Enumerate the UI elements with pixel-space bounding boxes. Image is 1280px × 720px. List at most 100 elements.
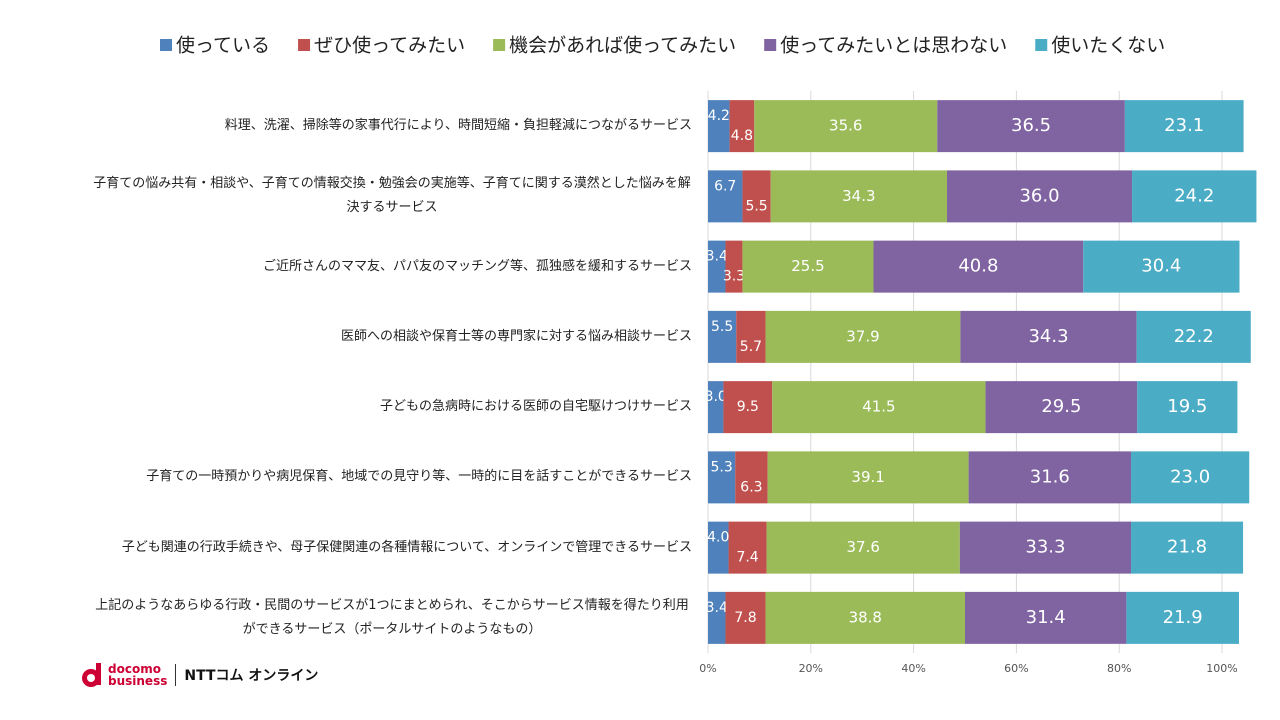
data-label: 37.6 xyxy=(847,538,880,556)
legend-swatch xyxy=(1035,39,1048,51)
category-text: 子育ての悩み共有・相談や、子育ての情報交換・勉強会の実施等、子育てに関する漠然と… xyxy=(93,176,691,216)
legend-swatch xyxy=(160,39,172,51)
bar-segment xyxy=(960,310,1137,363)
bar-segment xyxy=(708,451,736,504)
bar-segment xyxy=(708,591,726,644)
data-label: 30.4 xyxy=(1141,256,1181,277)
bar-segment xyxy=(728,521,767,574)
bar-segment xyxy=(735,451,768,504)
bar-segment xyxy=(968,451,1132,504)
bar-segment xyxy=(725,240,743,293)
x-tick-label: 40% xyxy=(901,662,925,675)
category-text: ご近所さんのママ友、パパ友のマッチング等、孤独感を緩和するサービス xyxy=(262,258,692,274)
category-text: 料理、洗濯、掃除等の家事代行により、時間短縮・負担軽減につながるサービス xyxy=(224,118,692,134)
category-text: 子ども関連の行政手続きや、母子保健関連の各種情報について、オンラインで管理できる… xyxy=(121,539,692,555)
data-label: 22.2 xyxy=(1174,326,1214,347)
category-text: 子育ての一時預かりや病児保育、地域での見守り等、一時的に目を話すことができるサー… xyxy=(146,469,692,485)
bar-segment xyxy=(772,381,986,434)
legend-swatch xyxy=(764,39,777,51)
category-label: 子ども関連の行政手続きや、母子保健関連の各種情報について、オンラインで管理できる… xyxy=(92,536,692,560)
category-label: 料理、洗濯、掃除等の家事代行により、時間短縮・負担軽減につながるサービス xyxy=(92,114,692,138)
bar-segment xyxy=(1124,100,1244,153)
category-label: 上記のようなあらゆる行政・民間のサービスが1つにまとめられ、そこからサービス情報… xyxy=(92,594,692,642)
data-label: 39.1 xyxy=(851,468,884,486)
data-label: 19.5 xyxy=(1167,396,1207,417)
data-label: 23.1 xyxy=(1164,115,1204,136)
data-label: 24.2 xyxy=(1174,185,1214,206)
data-label: 23.0 xyxy=(1170,466,1210,487)
data-label: 4.0 xyxy=(707,530,729,546)
bar-segment xyxy=(736,310,766,363)
bar-segment xyxy=(1131,451,1250,504)
category-label: 医師への相談や保育士等の専門家に対する悩み相談サービス xyxy=(92,325,692,349)
bar-segment xyxy=(708,100,730,153)
bar-segment xyxy=(1083,240,1240,293)
x-tick-label: 0% xyxy=(699,662,716,675)
data-label: 29.5 xyxy=(1041,396,1081,417)
legend-label: 使いたくない xyxy=(1051,35,1165,57)
brand-name: docomo xyxy=(108,662,161,676)
bar-segment xyxy=(708,170,743,223)
data-label: 4.8 xyxy=(731,128,753,144)
category-text: 子どもの急病時における医師の自宅駆けつけサービス xyxy=(379,399,692,415)
bar-segment xyxy=(708,381,724,434)
data-label: 34.3 xyxy=(842,187,875,205)
bar-segment xyxy=(708,521,729,574)
legend-swatch xyxy=(298,39,311,51)
data-label: 6.3 xyxy=(740,479,762,495)
data-label: 40.8 xyxy=(958,256,998,277)
data-label: 41.5 xyxy=(862,398,895,416)
data-label: 9.5 xyxy=(737,399,759,415)
data-label: 4.2 xyxy=(708,108,730,124)
category-label: 子育ての悩み共有・相談や、子育ての情報交換・勉強会の実施等、子育てに関する漠然と… xyxy=(92,172,692,220)
bar-segment xyxy=(725,591,766,644)
data-label: 5.5 xyxy=(711,319,733,335)
bar-segment xyxy=(765,310,961,363)
data-label: 34.3 xyxy=(1028,326,1068,347)
bar-segment xyxy=(723,381,773,434)
category-label: ご近所さんのママ友、パパ友のマッチング等、孤独感を緩和するサービス xyxy=(92,255,692,279)
bar-segment xyxy=(1137,381,1238,434)
x-tick-label: 60% xyxy=(1004,662,1028,675)
bar-segment xyxy=(708,240,726,293)
data-label: 5.3 xyxy=(710,459,732,475)
bar-segment xyxy=(1132,170,1257,223)
brand: docomo business xyxy=(108,663,167,687)
data-label: 37.9 xyxy=(846,327,879,345)
bar-segment xyxy=(729,100,755,153)
data-label: 33.3 xyxy=(1025,537,1065,558)
data-label: 25.5 xyxy=(791,257,824,275)
bar-segment xyxy=(985,381,1138,434)
bar-segment xyxy=(770,170,948,223)
bar-segment xyxy=(766,521,960,574)
bar-segment xyxy=(767,451,969,504)
data-label: 35.6 xyxy=(829,117,862,135)
bar-segment xyxy=(765,591,965,644)
separator xyxy=(175,664,177,686)
data-label: 6.7 xyxy=(714,178,736,194)
data-label: 36.0 xyxy=(1019,185,1059,206)
legend-label: 機会があれば使ってみたい xyxy=(509,35,736,57)
bar-segment xyxy=(1126,591,1239,644)
legend-label: 使ってみたいとは思わない xyxy=(780,35,1007,57)
bar-segment xyxy=(1136,310,1251,363)
footer: docomo business NTTコム オンライン xyxy=(80,660,318,690)
bar-segment xyxy=(937,100,1125,153)
data-label: 7.4 xyxy=(736,550,758,566)
data-label: 5.5 xyxy=(745,198,767,214)
data-label: 3.4 xyxy=(706,600,728,616)
x-tick-label: 80% xyxy=(1107,662,1131,675)
data-label: 3.0 xyxy=(705,389,727,405)
bar-segment xyxy=(708,310,737,363)
bar-segment xyxy=(742,170,771,223)
data-label: 7.8 xyxy=(734,610,756,626)
bar-segment xyxy=(742,240,874,293)
data-label: 38.8 xyxy=(849,608,882,626)
x-tick-label: 20% xyxy=(799,662,823,675)
data-label: 36.5 xyxy=(1011,115,1051,136)
bar-segment xyxy=(959,521,1132,574)
category-label: 子どもの急病時における医師の自宅駆けつけサービス xyxy=(92,395,692,419)
category-label: 子育ての一時預かりや病児保育、地域での見守り等、一時的に目を話すことができるサー… xyxy=(92,465,692,489)
